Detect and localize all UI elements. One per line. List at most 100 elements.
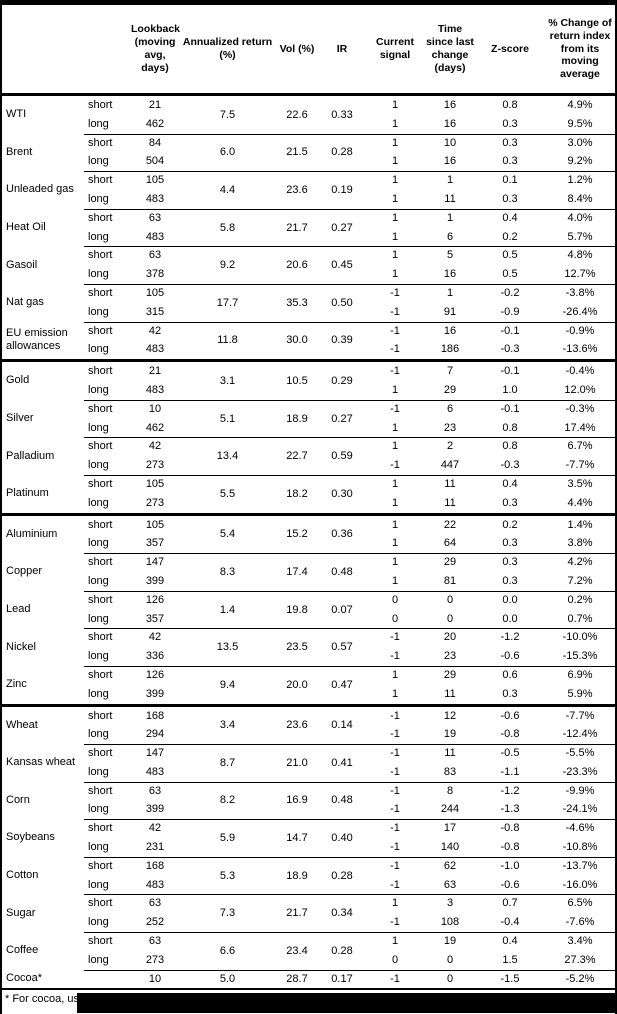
signal-value: -1: [390, 365, 400, 378]
redaction-bar: [77, 993, 615, 1014]
ir-cell: 0.27: [319, 209, 365, 247]
header-lookback: Lookback (moving avg, days): [131, 23, 181, 74]
commodity-name-label: Heat Oil: [6, 220, 46, 233]
ir-cell: 0.45: [319, 246, 365, 284]
ir-cell-value: 0.28: [331, 869, 353, 882]
position-label: short: [88, 249, 113, 262]
lookback-value: 378: [145, 268, 165, 281]
ir-cell: 0.30: [319, 475, 365, 513]
zscore-value: -0.1: [500, 324, 520, 337]
position-label: short: [88, 402, 113, 415]
lookback-value: 462: [145, 117, 165, 130]
vol-cell-value: 21.0: [286, 756, 308, 769]
commodity-name-label: Sugar: [6, 906, 36, 919]
pct-change-value: -10.8%: [562, 841, 598, 854]
time-since-column: 11 11: [425, 475, 475, 513]
annualized-return-cell: 6.0: [180, 134, 275, 172]
pct-change-column: 3.4% 27.3%: [545, 932, 615, 970]
pct-change-value: -15.3%: [562, 650, 598, 663]
lookback-value: 294: [145, 728, 165, 741]
position-column: short long: [84, 400, 130, 438]
signal-value: -1: [390, 305, 400, 318]
time-since-value: 20: [443, 631, 457, 644]
lookback-column: 63 399: [130, 782, 180, 820]
pct-change-column: 6.5% -7.6%: [545, 894, 615, 932]
annualized-return-cell-value: 9.2: [219, 259, 236, 272]
annualized-return-cell-value: 17.7: [216, 296, 239, 309]
time-since-column: 5 16: [425, 246, 475, 284]
annualized-return-cell: 8.7: [180, 744, 275, 782]
annualized-return-cell-value: 1.4: [219, 603, 236, 616]
ir-cell-value: 0.36: [331, 528, 353, 541]
ir-cell: 0.39: [319, 322, 365, 360]
pct-change-value: 1.2%: [567, 174, 593, 187]
zscore-column: 0.4 0.3: [475, 475, 545, 513]
time-since-value: 6: [446, 230, 454, 243]
pct-change-column: -7.7% -12.4%: [545, 707, 615, 745]
commodity-name-label: Brent: [6, 145, 33, 158]
signal-value: 1: [391, 174, 399, 187]
commodity-name: Gold: [2, 362, 84, 400]
position-label: long: [88, 537, 109, 550]
commodity-group: Wheat short long 168 294 3.4 23.6 0.14 -1 -1 12 19-…: [2, 703, 615, 745]
pct-change-column: 4.9% 9.5%: [545, 96, 615, 134]
position-column: short long: [84, 553, 130, 591]
zscore-column: 0.7 -0.4: [475, 894, 545, 932]
commodity-name: Brent: [2, 134, 84, 172]
time-since-column: 2 447: [425, 437, 475, 475]
vol-cell: 23.5: [275, 628, 319, 666]
time-since-value: 6: [446, 402, 454, 415]
signal-value: 1: [391, 117, 399, 130]
commodity-name-label: Nickel: [6, 640, 36, 653]
pct-change-value: 12.0%: [564, 383, 596, 396]
time-since-column: 11 83: [425, 744, 475, 782]
pct-change-value: -13.7%: [562, 859, 598, 872]
annualized-return-cell: 11.8: [180, 322, 275, 360]
signal-value: -1: [390, 343, 400, 356]
time-since-value: 1: [446, 174, 454, 187]
commodity-name: Sugar: [2, 894, 84, 932]
position-label: short: [88, 211, 113, 224]
time-since-value: 16: [443, 117, 457, 130]
pct-change-column: -10.0% -15.3%: [545, 628, 615, 666]
lookback-value: 336: [145, 650, 165, 663]
annualized-return-cell: 9.2: [180, 246, 275, 284]
zscore-column: 0.1 0.3: [475, 171, 545, 209]
signal-column: -1 -1: [365, 322, 425, 360]
time-since-value: 22: [443, 518, 457, 531]
annualized-return-cell: 5.3: [180, 857, 275, 895]
time-since-column: 0: [425, 970, 475, 989]
position-label: short: [88, 556, 113, 569]
pct-change-column: 1.4% 3.8%: [545, 516, 615, 554]
zscore-value: 1.5: [502, 953, 518, 966]
zscore-value: 0.3: [502, 136, 518, 149]
lookback-value: 21: [148, 365, 162, 378]
lookback-value: 147: [145, 747, 165, 760]
vol-cell: 18.2: [275, 475, 319, 513]
pct-change-column: 6.7% -7.7%: [545, 437, 615, 475]
position-label: long: [88, 728, 109, 741]
position-label: long: [88, 803, 109, 816]
annualized-return-cell-value: 8.3: [219, 565, 236, 578]
time-since-value: 7: [446, 365, 454, 378]
pct-change-column: -0.9% -13.6%: [545, 322, 615, 360]
signal-value: -1: [390, 841, 400, 854]
annualized-return-cell: 5.5: [180, 475, 275, 513]
position-column: short long: [84, 134, 130, 172]
annualized-return-cell-value: 3.1: [219, 374, 236, 387]
commodity-name-label: Gold: [6, 374, 30, 387]
zscore-column: 0.6 0.3: [475, 666, 545, 704]
ir-cell-value: 0.57: [331, 641, 353, 654]
zscore-column: -1.2 -0.6: [475, 628, 545, 666]
time-since-value: 16: [443, 324, 457, 337]
vol-cell-value: 23.6: [286, 183, 308, 196]
ir-cell: 0.29: [319, 362, 365, 400]
commodity-name: Platinum: [2, 475, 84, 513]
ir-cell: 0.19: [319, 171, 365, 209]
commodity-name: Nat gas: [2, 284, 84, 322]
signal-value: 1: [391, 687, 399, 700]
zscore-value: -0.9: [500, 305, 520, 318]
